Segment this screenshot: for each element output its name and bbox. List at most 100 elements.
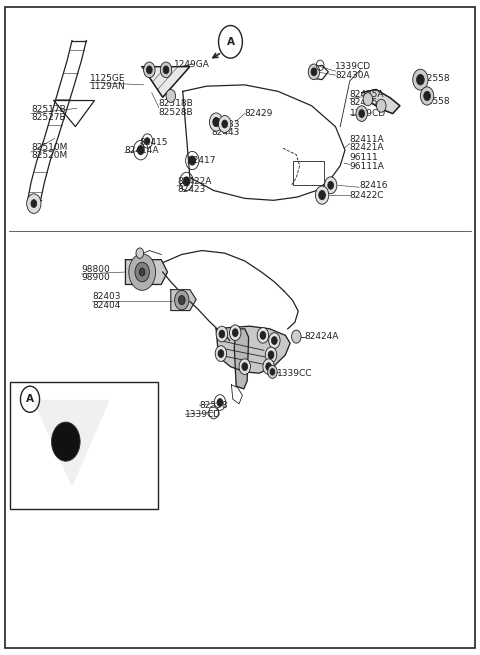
- Circle shape: [218, 115, 231, 132]
- Text: 82417: 82417: [188, 156, 216, 165]
- Circle shape: [31, 200, 36, 208]
- Text: 82423: 82423: [177, 185, 205, 195]
- Circle shape: [137, 145, 144, 155]
- Text: 82421A: 82421A: [350, 143, 384, 152]
- Circle shape: [183, 177, 190, 186]
- Circle shape: [135, 262, 149, 282]
- Circle shape: [268, 365, 277, 379]
- Text: 96111A: 96111A: [350, 162, 384, 171]
- Polygon shape: [362, 90, 400, 113]
- Text: 82403: 82403: [92, 292, 120, 301]
- Text: 1125GE: 1125GE: [90, 74, 125, 83]
- Text: 82422C: 82422C: [350, 191, 384, 200]
- Circle shape: [163, 66, 169, 74]
- Circle shape: [218, 350, 224, 358]
- Text: 82443: 82443: [211, 128, 240, 137]
- Text: 82415: 82415: [140, 138, 168, 147]
- Circle shape: [272, 337, 277, 345]
- Text: 98800: 98800: [82, 265, 110, 274]
- Circle shape: [319, 191, 325, 200]
- Text: 82414A: 82414A: [124, 146, 159, 155]
- Text: 1339CD: 1339CD: [336, 62, 372, 71]
- Text: 82424A: 82424A: [304, 332, 339, 341]
- Text: 82416: 82416: [360, 181, 388, 190]
- Circle shape: [239, 359, 251, 375]
- Circle shape: [324, 177, 337, 194]
- Circle shape: [51, 422, 80, 461]
- Circle shape: [363, 93, 372, 105]
- Circle shape: [216, 326, 228, 342]
- Circle shape: [269, 333, 280, 348]
- Circle shape: [265, 347, 277, 363]
- Text: 82527B: 82527B: [31, 113, 66, 122]
- Polygon shape: [34, 401, 109, 485]
- Circle shape: [27, 194, 41, 214]
- Circle shape: [139, 268, 145, 276]
- Circle shape: [175, 290, 189, 310]
- Polygon shape: [125, 259, 168, 284]
- Text: 82411A: 82411A: [350, 134, 384, 143]
- Text: A: A: [26, 394, 34, 404]
- Circle shape: [160, 62, 172, 78]
- Circle shape: [420, 87, 434, 105]
- FancyBboxPatch shape: [10, 382, 158, 509]
- Text: 1249GA: 1249GA: [174, 60, 210, 69]
- Text: 82433: 82433: [211, 119, 240, 128]
- Polygon shape: [234, 329, 249, 389]
- Circle shape: [179, 295, 185, 305]
- Circle shape: [219, 330, 225, 338]
- Text: 82558: 82558: [421, 74, 450, 83]
- Circle shape: [328, 181, 334, 189]
- Circle shape: [376, 99, 386, 112]
- Text: 82528B: 82528B: [159, 108, 193, 117]
- Text: 82528B: 82528B: [45, 485, 80, 495]
- Text: 98900: 98900: [82, 273, 110, 282]
- Circle shape: [356, 105, 367, 121]
- Circle shape: [166, 90, 176, 102]
- Circle shape: [315, 186, 329, 204]
- Circle shape: [145, 138, 150, 144]
- Circle shape: [413, 69, 428, 90]
- Circle shape: [424, 92, 431, 100]
- Text: 82518B: 82518B: [159, 100, 193, 108]
- Circle shape: [266, 363, 272, 371]
- Circle shape: [129, 253, 156, 290]
- Circle shape: [257, 328, 269, 343]
- Text: 96111: 96111: [350, 153, 379, 162]
- Circle shape: [189, 156, 196, 165]
- Circle shape: [215, 346, 227, 362]
- Text: 82518B: 82518B: [45, 477, 80, 486]
- Polygon shape: [216, 326, 290, 373]
- Circle shape: [144, 62, 155, 78]
- Circle shape: [213, 117, 219, 126]
- Polygon shape: [142, 67, 190, 97]
- Circle shape: [222, 120, 228, 128]
- Circle shape: [260, 331, 266, 339]
- Circle shape: [136, 248, 144, 258]
- Circle shape: [263, 359, 275, 375]
- Text: 1339CD: 1339CD: [350, 109, 386, 118]
- Circle shape: [268, 351, 274, 359]
- Circle shape: [209, 113, 223, 131]
- Text: 82558: 82558: [421, 97, 450, 105]
- Text: 82425A: 82425A: [350, 90, 384, 98]
- Text: 82404: 82404: [92, 301, 120, 310]
- Text: 82422A: 82422A: [177, 177, 211, 186]
- Circle shape: [270, 369, 275, 375]
- Circle shape: [229, 325, 241, 341]
- Text: 82517B: 82517B: [31, 105, 66, 113]
- Polygon shape: [171, 290, 196, 310]
- Circle shape: [308, 64, 320, 80]
- Circle shape: [417, 75, 424, 85]
- Text: 82435: 82435: [350, 98, 378, 107]
- Circle shape: [291, 330, 301, 343]
- Circle shape: [232, 329, 238, 337]
- Text: 1129AN: 1129AN: [90, 83, 125, 91]
- Text: A: A: [227, 37, 234, 47]
- Text: 82510M: 82510M: [31, 143, 67, 152]
- Text: 82429: 82429: [245, 109, 273, 118]
- Circle shape: [217, 399, 223, 406]
- Circle shape: [146, 66, 152, 74]
- Text: 82558: 82558: [199, 401, 228, 409]
- Circle shape: [311, 68, 317, 76]
